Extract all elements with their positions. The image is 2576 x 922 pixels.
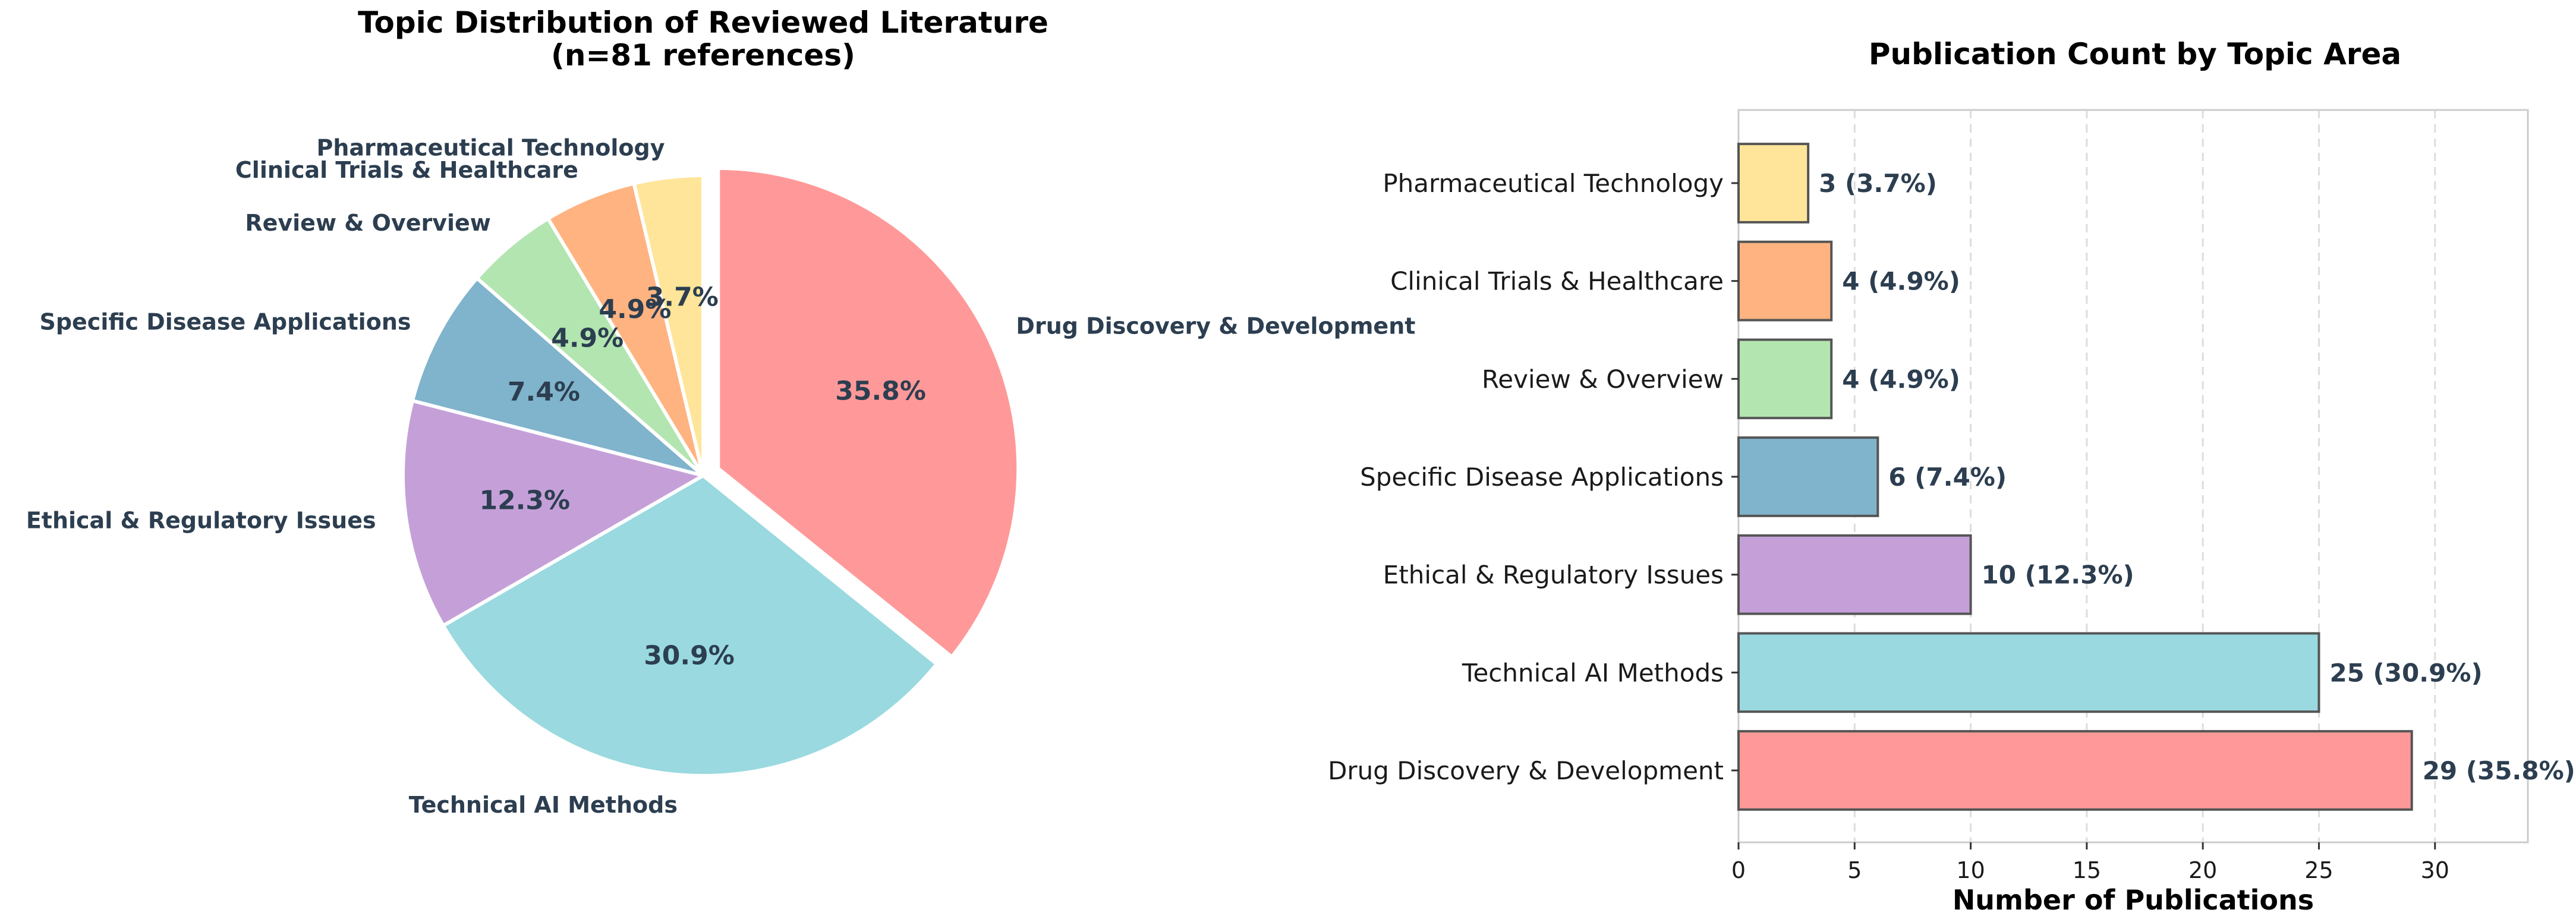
bar-value-label: 10 (12.3%) bbox=[1982, 561, 2134, 590]
bar-technical-ai-methods bbox=[1737, 632, 2320, 713]
x-tick-label: 20 bbox=[2188, 857, 2217, 883]
pie-category-label: Ethical & Regulatory Issues bbox=[26, 507, 376, 533]
bar-ethical-and-regulatory-issues bbox=[1737, 534, 1972, 615]
pie-pct-label: 3.7% bbox=[646, 282, 719, 312]
pie-pct-label: 7.4% bbox=[508, 377, 580, 407]
pie-pct-label: 4.9% bbox=[599, 294, 671, 325]
y-category-label: Ethical & Regulatory Issues bbox=[1383, 561, 1724, 590]
pie-category-label: Specific Disease Applications bbox=[39, 309, 411, 335]
pie-slice-specific-disease-applications bbox=[410, 275, 704, 477]
bar-value-label: 29 (35.8%) bbox=[2423, 756, 2575, 785]
bar-value-label: 6 (7.4%) bbox=[1888, 462, 2007, 492]
x-tick-label: 25 bbox=[2304, 857, 2333, 883]
pie-pct-label: 30.9% bbox=[644, 640, 735, 671]
bar-value-label: 3 (3.7%) bbox=[1819, 169, 1937, 198]
pie-slice-pharmaceutical-technology bbox=[631, 173, 705, 476]
pie-slice-technical-ai-methods bbox=[440, 473, 940, 778]
bar-chart: Publication Count by Topic Area Pharmace… bbox=[1328, 37, 2575, 916]
bar-review-and-overview bbox=[1737, 338, 1833, 420]
bar-drug-discovery-and-development bbox=[1737, 730, 2413, 811]
pie-category-label: Review & Overview bbox=[245, 210, 491, 236]
y-category-label: Clinical Trials & Healthcare bbox=[1390, 267, 1724, 296]
pie-pct-label: 35.8% bbox=[835, 376, 926, 407]
x-tick-label: 5 bbox=[1847, 857, 1862, 883]
pie-slice-review-and-overview bbox=[474, 216, 705, 477]
pie-pct-label: 4.9% bbox=[551, 323, 623, 353]
y-category-label: Review & Overview bbox=[1482, 364, 1724, 394]
x-tick-label: 10 bbox=[1956, 857, 1985, 883]
y-category-label: Technical AI Methods bbox=[1462, 658, 1724, 687]
bar-title: Publication Count by Topic Area bbox=[1869, 37, 2401, 71]
bar-specific-disease-applications bbox=[1737, 436, 1879, 517]
pie-chart: Topic Distribution of Reviewed Literatur… bbox=[26, 5, 1416, 818]
bar-value-label: 4 (4.9%) bbox=[1842, 364, 1960, 394]
x-tick-label: 30 bbox=[2421, 857, 2449, 883]
bar-clinical-trials-and-healthcare bbox=[1737, 240, 1833, 322]
bar-pharmaceutical-technology bbox=[1737, 143, 1810, 224]
pie-slice-clinical-trials-and-healthcare bbox=[545, 181, 705, 477]
bar-value-label: 25 (30.9%) bbox=[2329, 658, 2482, 687]
x-axis-label: Number of Publications bbox=[1953, 884, 2314, 916]
pie-category-label: Clinical Trials & Healthcare bbox=[235, 157, 578, 183]
pie-category-label: Technical AI Methods bbox=[409, 792, 678, 818]
pie-category-label: Drug Discovery & Development bbox=[1016, 313, 1415, 339]
pie-subtitle: (n=81 references) bbox=[551, 38, 855, 73]
pie-category-label: Pharmaceutical Technology bbox=[317, 135, 665, 161]
y-category-label: Drug Discovery & Development bbox=[1328, 756, 1724, 785]
y-category-label: Specific Disease Applications bbox=[1360, 462, 1724, 492]
pie-title: Topic Distribution of Reviewed Literatur… bbox=[358, 5, 1048, 40]
y-category-label: Pharmaceutical Technology bbox=[1383, 169, 1724, 198]
x-tick-label: 0 bbox=[1731, 857, 1746, 883]
pie-pct-label: 12.3% bbox=[479, 485, 570, 515]
pie-slice-drug-discovery-and-development bbox=[716, 166, 1021, 660]
bar-value-label: 4 (4.9%) bbox=[1842, 267, 1960, 296]
x-tick-label: 15 bbox=[2073, 857, 2101, 883]
